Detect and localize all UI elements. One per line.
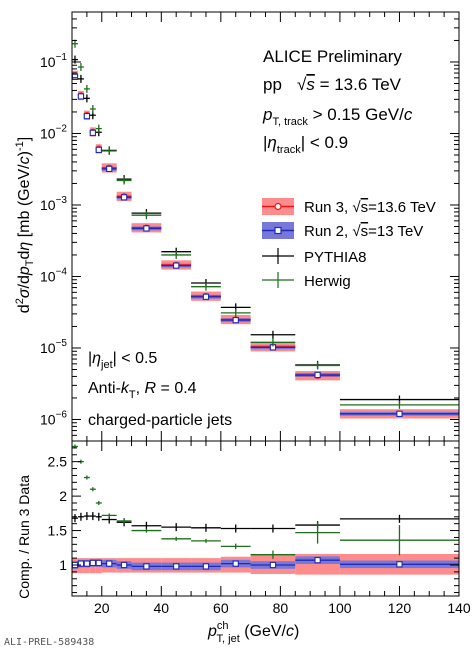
top-y-tick-label: 10−5 <box>40 338 67 356</box>
run2-point <box>396 410 403 417</box>
x-axis-title: pch T, jet (GeV/c) <box>207 620 299 645</box>
ratio-run2-point <box>89 559 96 567</box>
ratio-run2-point <box>232 560 239 567</box>
ratio-run2-point <box>77 560 85 567</box>
ratio-run2-point <box>202 563 210 570</box>
axes: 10−1 10−2 10−3 10−4 10−5 10−6 20 40 60 80 100 120 14… <box>40 11 471 616</box>
ratio-run2-point <box>173 563 180 570</box>
top-y-tick-label: 10−6 <box>40 409 67 427</box>
jet-type: charged-particle jets <box>88 412 232 429</box>
x-tick-label: 20 <box>94 600 110 616</box>
run2-point <box>314 371 321 379</box>
legend-pythia8: PYTHIA8 <box>262 248 367 266</box>
jet-algorithm: Anti-kT, R = 0.4 <box>88 380 197 401</box>
x-tick-label: 140 <box>447 600 471 616</box>
run2-point <box>120 194 128 201</box>
ratio-run2-point <box>396 561 403 568</box>
legend-run3: Run 3, √s=13.6 TeV <box>262 198 436 216</box>
ratio-y-tick-label: 1 <box>59 557 67 573</box>
track-pt-cut: pT, track > 0.15 GeV/c <box>262 105 413 128</box>
system-label: pp <box>263 75 282 94</box>
x-tick-label: 80 <box>273 600 289 616</box>
x-tick-label: 120 <box>388 600 412 616</box>
run2-point <box>89 129 96 137</box>
run2-point <box>71 73 79 80</box>
ratio-run2-point <box>120 561 128 569</box>
top-y-axis-title: d2σ/dpTdη [mb (GeV/c)-1] <box>14 137 36 313</box>
x-tick-label: 100 <box>328 600 352 616</box>
ratio-y-axis-title: Comp. / Run 3 Data <box>16 475 32 599</box>
ratio-y-tick-label: 2 <box>59 488 67 504</box>
svg-text:Run 3, √s=13.6 TeV: Run 3, √s=13.6 TeV <box>304 199 436 216</box>
svg-text:Run 2, √s=13 TeV: Run 2, √s=13 TeV <box>304 223 423 240</box>
x-tick-label: 60 <box>213 600 229 616</box>
ratio-run2-point <box>269 561 277 569</box>
figure-id: ALI-PREL-589438 <box>4 637 94 648</box>
legend: Run 3, √s=13.6 TeV Run 2, √s=13 TeV PYTH… <box>262 198 436 290</box>
x-tick-label: 40 <box>154 600 170 616</box>
ratio-run2-point <box>83 560 91 567</box>
run2-point <box>77 93 85 100</box>
ratio-y-tick-label: 2.5 <box>48 454 68 470</box>
legend-run2: Run 2, √s=13 TeV <box>262 222 423 240</box>
top-y-tick-label: 10−4 <box>40 266 67 284</box>
run2-point <box>106 165 113 173</box>
svg-text:PYTHIA8: PYTHIA8 <box>304 249 367 266</box>
legend-herwig: Herwig <box>262 272 351 290</box>
energy-label: √s = 13.6 TeV <box>297 75 402 94</box>
run2-point <box>95 146 102 154</box>
run2-point <box>143 225 150 232</box>
run2-point <box>232 317 239 324</box>
top-y-tick-label: 10−1 <box>40 52 67 70</box>
top-y-tick-label: 10−3 <box>40 195 67 213</box>
run2-point <box>173 262 180 269</box>
run2-point <box>83 112 91 120</box>
top-y-tick-label: 10−2 <box>40 123 67 141</box>
ratio-run2-point <box>143 563 150 570</box>
ratio-y-tick-label: 1.5 <box>48 523 68 539</box>
top-data-markers <box>71 39 459 417</box>
ratio-run2-point <box>106 560 113 567</box>
ratio-data-markers <box>71 444 459 570</box>
svg-text:Herwig: Herwig <box>304 273 351 290</box>
track-eta-cut: |ηtrack| < 0.9 <box>263 133 348 156</box>
ratio-run2-point <box>95 559 102 567</box>
run2-point <box>202 293 210 300</box>
experiment-label: ALICE Preliminary <box>263 47 402 66</box>
jet-eta-cut: |ηjet| < 0.5 <box>88 350 157 371</box>
ratio-run2-point <box>314 557 321 564</box>
